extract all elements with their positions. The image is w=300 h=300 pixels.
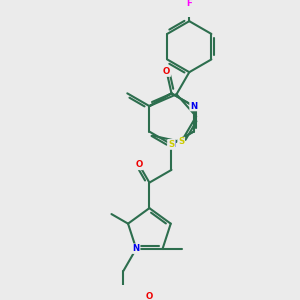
Text: N: N xyxy=(190,102,197,111)
Text: N: N xyxy=(168,140,175,149)
Text: S: S xyxy=(168,140,175,149)
Text: S: S xyxy=(178,137,184,146)
Text: N: N xyxy=(133,244,140,253)
Text: O: O xyxy=(136,160,143,169)
Text: O: O xyxy=(145,292,153,300)
Text: O: O xyxy=(163,67,170,76)
Text: F: F xyxy=(186,0,192,8)
